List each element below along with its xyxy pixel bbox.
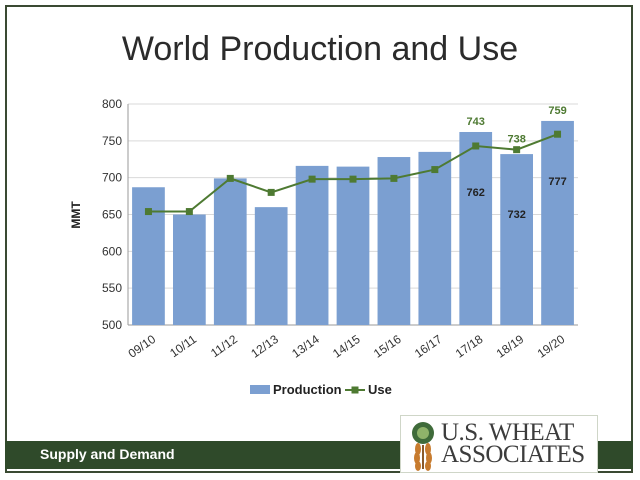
- legend-use-label: Use: [368, 382, 392, 397]
- production-data-label: 762: [467, 187, 485, 199]
- x-tick-label: 14/15: [330, 332, 363, 361]
- legend-use-marker: [351, 386, 359, 394]
- x-tick-label: 11/12: [208, 332, 240, 360]
- x-tick-label: 18/19: [494, 332, 527, 361]
- production-bar: [418, 151, 452, 325]
- production-data-label: 777: [548, 176, 566, 188]
- production-bar: [132, 187, 165, 325]
- use-data-label: 759: [548, 105, 566, 117]
- use-data-label: 743: [467, 116, 485, 128]
- us-wheat-logo: U.S. WHEAT ASSOCIATES: [400, 415, 598, 473]
- legend-production-swatch: [250, 385, 270, 394]
- use-marker: [472, 142, 480, 150]
- y-tick-label: 500: [102, 318, 122, 332]
- footer-label: Supply and Demand: [40, 446, 175, 462]
- use-marker: [390, 174, 398, 182]
- production-bar: [173, 214, 206, 325]
- x-tick-label: 19/20: [535, 332, 568, 361]
- use-marker: [513, 146, 521, 154]
- y-axis-title: MMT: [69, 201, 83, 229]
- use-marker: [185, 208, 193, 216]
- legend-production-label: Production: [273, 382, 342, 397]
- logo-text: U.S. WHEAT ASSOCIATES: [441, 419, 585, 468]
- production-bar: [254, 207, 288, 325]
- production-bar: [336, 166, 370, 325]
- x-tick-label: 10/11: [167, 332, 199, 360]
- x-tick-label: 09/10: [126, 332, 159, 361]
- x-tick-label: 13/14: [289, 332, 322, 361]
- production-bar: [213, 178, 247, 325]
- production-bar: [295, 165, 329, 325]
- production-bar: [541, 120, 574, 326]
- x-tick-label: 15/16: [371, 332, 404, 361]
- production-bar: [500, 154, 533, 325]
- use-marker: [431, 166, 439, 174]
- wheat-emblem-icon: [412, 422, 434, 471]
- use-data-label: 738: [507, 134, 525, 146]
- x-tick-label: 16/17: [412, 332, 445, 361]
- use-marker: [144, 208, 152, 216]
- slide-title: World Production and Use: [121, 30, 519, 68]
- y-tick-label: 600: [102, 244, 122, 258]
- use-marker: [349, 175, 357, 183]
- production-bar: [377, 157, 411, 325]
- production-data-label: 732: [507, 209, 525, 221]
- x-tick-label: 12/13: [248, 332, 281, 361]
- production-bar: [459, 131, 493, 325]
- use-marker: [226, 174, 234, 182]
- y-tick-label: 750: [102, 134, 122, 148]
- x-tick-label: 17/18: [453, 332, 486, 361]
- y-tick-label: 650: [102, 208, 122, 222]
- logo-line-2: ASSOCIATES: [441, 441, 585, 468]
- use-marker: [308, 175, 316, 183]
- use-marker: [267, 188, 275, 196]
- use-marker: [554, 130, 562, 138]
- logo-line-1: U.S. WHEAT: [441, 419, 574, 446]
- y-tick-label: 800: [102, 97, 122, 111]
- y-tick-label: 550: [102, 281, 122, 295]
- y-tick-label: 700: [102, 171, 122, 185]
